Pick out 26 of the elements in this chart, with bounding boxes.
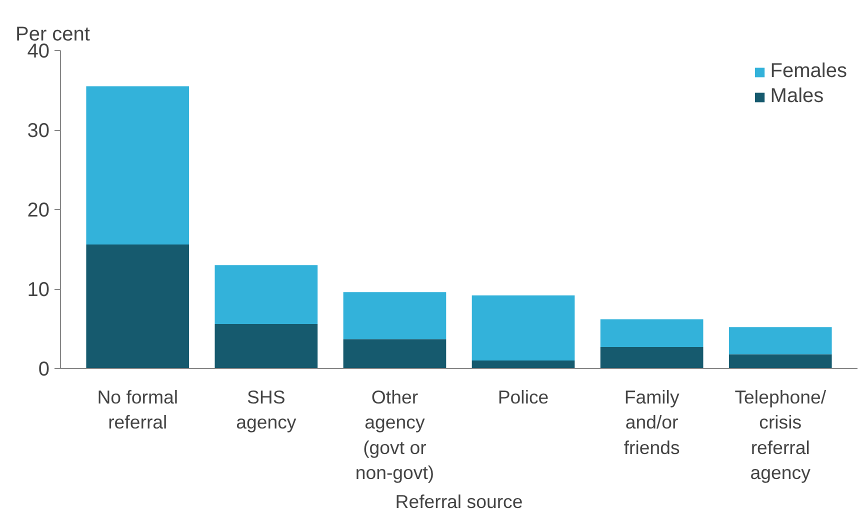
legend-label: Males: [770, 85, 824, 108]
x-tick-label: No formal referral: [97, 386, 178, 433]
bar: [728, 354, 832, 368]
x-tick-label: Police: [498, 386, 549, 408]
bar: [343, 339, 446, 368]
x-tick-label: Telephone/ crisis referral agency: [734, 386, 827, 484]
x-tick-label: Other agency (govt or non-govt): [355, 386, 434, 484]
bar: [214, 324, 318, 368]
bar: [600, 319, 704, 348]
y-tick-label: 10: [27, 279, 50, 301]
y-tick-label: 30: [27, 120, 50, 142]
y-tick-label: 40: [27, 40, 50, 62]
y-tick-label: 20: [27, 200, 50, 222]
bar: [343, 292, 446, 340]
bar: [472, 360, 575, 368]
bar: [472, 295, 575, 361]
x-tick-label: SHS agency: [236, 386, 297, 433]
legend-label: Females: [770, 60, 847, 83]
bar: [214, 265, 318, 324]
bar: [86, 244, 190, 368]
x-axis-title: Referral source: [395, 491, 523, 512]
bar: [600, 347, 704, 368]
bar: [86, 86, 190, 244]
y-tick-label: 0: [38, 358, 50, 380]
x-tick-label: Family and/or friends: [624, 386, 680, 458]
bar: [728, 327, 832, 354]
